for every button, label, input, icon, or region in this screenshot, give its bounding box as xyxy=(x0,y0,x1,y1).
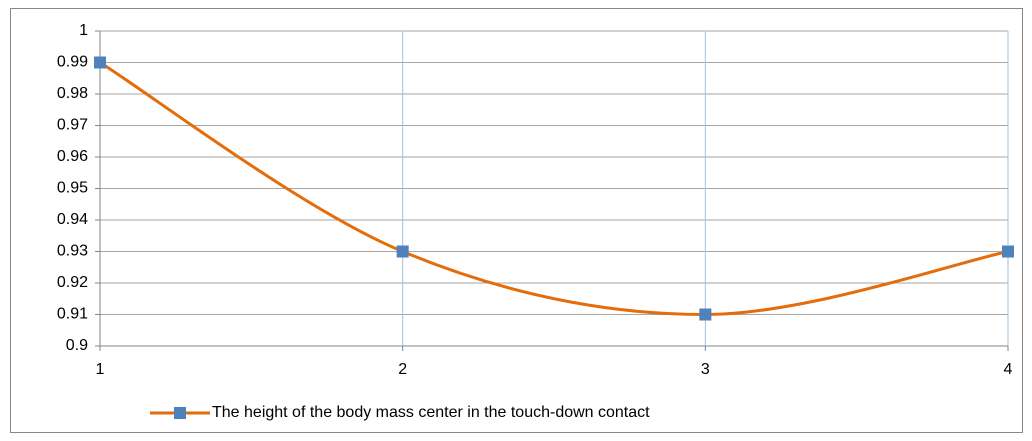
y-tick-label: 0.94 xyxy=(57,211,88,228)
y-tick-label: 0.95 xyxy=(57,180,88,197)
marker xyxy=(94,56,106,69)
y-tick-label: 1 xyxy=(79,22,88,39)
x-tick-label: 1 xyxy=(96,361,105,378)
series-line xyxy=(99,61,1009,317)
y-tick-label: 0.92 xyxy=(57,274,88,291)
y-tick-label: 0.98 xyxy=(57,85,88,102)
marker xyxy=(1002,245,1014,258)
y-tick-label: 0.97 xyxy=(57,117,88,134)
legend-label: The height of the body mass center in th… xyxy=(212,404,650,421)
marker xyxy=(396,245,409,258)
x-tick-label: 2 xyxy=(398,361,407,378)
y-tick-label: 0.9 xyxy=(66,337,88,354)
marker xyxy=(699,308,712,321)
y-tick-label: 0.93 xyxy=(57,243,88,260)
x-tick-label: 3 xyxy=(701,361,710,378)
y-tick-label: 0.91 xyxy=(57,306,88,323)
y-tick-label: 0.96 xyxy=(57,148,88,165)
y-tick-label: 0.99 xyxy=(57,54,88,71)
x-tick-label: 4 xyxy=(1004,361,1013,378)
legend-marker xyxy=(174,407,186,419)
